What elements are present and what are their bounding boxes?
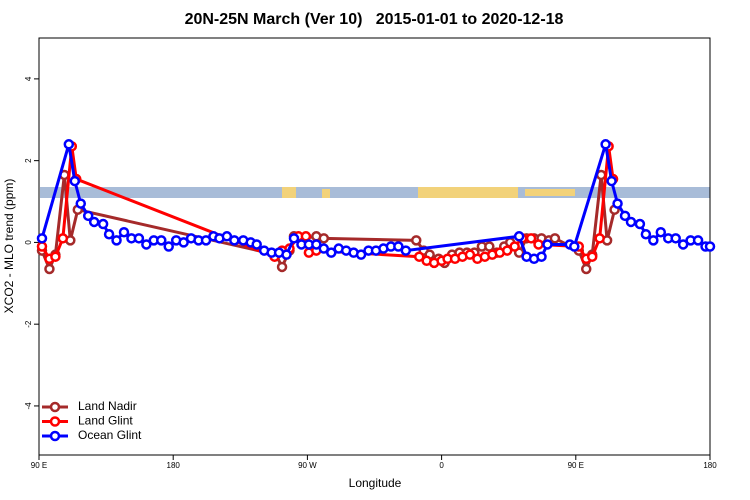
point [606,175,617,187]
point [464,249,476,260]
legend-marker [49,416,61,427]
point [569,241,580,252]
point [229,235,240,246]
point [318,243,330,254]
point [63,139,75,150]
x-tick-label: 0 [439,461,444,470]
land-patch [282,187,296,198]
chart-title: 20N-25N March (Ver 10) 2015-01-01 to 202… [185,11,564,28]
point [163,241,174,252]
point [326,247,337,258]
point [111,235,122,246]
point [692,235,704,246]
point [619,210,631,222]
y-tick-label: 0 [24,240,33,245]
land-patch [525,189,575,196]
point [501,245,513,256]
point [75,198,87,209]
point [600,139,611,150]
point [586,251,598,262]
point [276,261,288,273]
legend-marker [49,401,61,413]
point [44,263,55,275]
y-tick-label: 4 [24,76,33,81]
point [50,251,61,262]
y-tick-label: 2 [24,158,33,163]
point [400,245,412,256]
y-tick-label: -2 [24,320,33,328]
point [484,241,495,252]
point [300,231,312,242]
point [509,241,520,252]
point [670,233,681,244]
x-tick-label: 90 W [298,461,317,470]
point [281,249,292,260]
point [88,216,100,228]
point [648,235,659,246]
y-tick-label: -4 [24,402,33,410]
point [625,216,637,228]
x-tick-label: 180 [167,461,181,470]
point [393,241,404,252]
point [141,239,152,250]
point [594,233,605,244]
land-patch [322,189,330,198]
x-tick-label: 180 [703,461,717,470]
point [704,241,716,252]
legend-label: Ocean Glint [78,428,142,442]
point [57,233,69,244]
point [513,231,525,242]
point [549,233,561,244]
point [677,239,689,250]
point [580,263,592,275]
point [82,210,94,222]
point [355,249,367,260]
point [221,231,233,242]
point [311,239,322,250]
ocean-strip [40,187,710,198]
point [178,237,189,248]
point [118,226,130,238]
point [640,228,652,240]
point [97,218,109,230]
point [411,235,422,246]
point [536,251,547,262]
point [133,233,145,244]
point [533,239,544,250]
point [318,233,330,244]
x-axis-label: Longitude [349,476,402,490]
legend-label: Land Glint [78,414,133,428]
legend-marker [49,430,61,442]
point [69,175,81,187]
point [156,235,167,246]
point [200,235,212,246]
point [525,233,537,244]
point [103,228,115,240]
point [413,251,425,262]
map-strip [40,187,710,198]
point [251,239,262,250]
x-tick-label: 90 E [31,461,47,470]
point [288,233,300,244]
y-axis-label: XCO2 - MLO trend (ppm) [2,179,16,314]
series [36,139,716,265]
point [36,233,48,244]
land-patch [418,187,518,198]
point [542,239,553,250]
point [655,226,667,238]
point [612,198,623,209]
point [634,218,646,230]
point [36,241,48,252]
legend-label: Land Nadir [78,399,137,413]
x-tick-label: 90 E [568,461,584,470]
